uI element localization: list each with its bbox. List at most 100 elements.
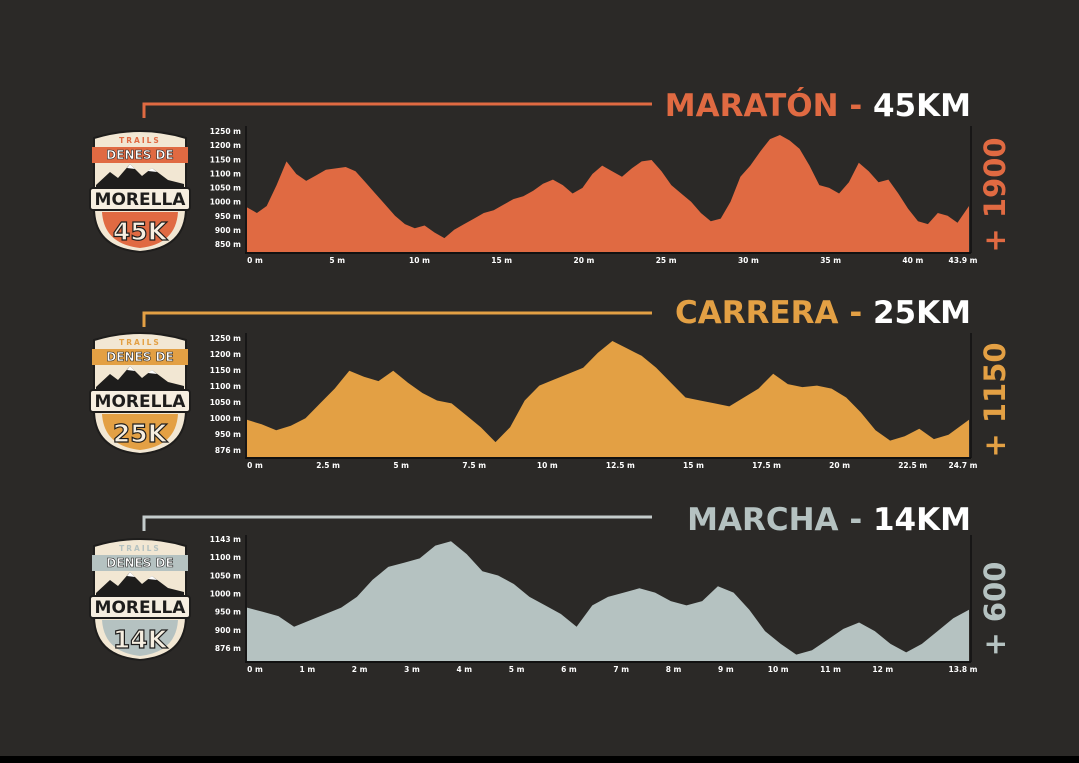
badge-top-text: TRAILS	[119, 544, 161, 553]
y-tick-label: 1150 m	[210, 155, 241, 164]
profile-panel-3: MARCHA - 14KM 1143 m 1100 m 1050 m 1000 m 950…	[89, 502, 1012, 674]
y-tick-label: 850 m	[215, 240, 241, 249]
title-connector-line	[142, 311, 652, 327]
x-tick-label: 10 m	[409, 256, 430, 265]
y-tick-label: 1050 m	[210, 571, 241, 580]
y-tick-label: 1100 m	[210, 169, 241, 178]
badge-distance: 14K	[113, 625, 169, 654]
badge-snow-caps	[127, 366, 157, 374]
x-tick-label: 24.7 m	[949, 461, 978, 470]
x-tick-label: 3 m	[404, 665, 420, 674]
profile-title: MARATÓN - 45KM	[665, 87, 971, 124]
elevation-gain: + 600	[978, 562, 1012, 657]
badge-bottom-fill	[102, 620, 178, 656]
badge-top-text: TRAILS	[119, 338, 161, 347]
badge-band	[92, 555, 188, 571]
title-connector-line	[142, 102, 652, 118]
profile-panel-1: MARATÓN - 45KM 1250 m 1200 m 1150 m 1100 m 10…	[89, 87, 1012, 265]
x-tick-label: 5 m	[509, 665, 525, 674]
y-tick-label: 1150 m	[210, 366, 241, 375]
y-tick-label: 876 m	[215, 644, 241, 653]
profile-title-distance: 45KM	[873, 88, 971, 124]
badge-distance: 45K	[113, 217, 169, 246]
race-badge-logo: TRAILS DENES DE MORELLA 45K	[89, 130, 191, 254]
y-tick-label: 1050 m	[210, 398, 241, 407]
y-tick-label: 1200 m	[210, 141, 241, 150]
profile-title: CARRERA - 25KM	[675, 295, 971, 331]
y-tick-label: 950 m	[215, 212, 241, 221]
badge-name-line2: MORELLA	[95, 598, 187, 618]
badge-top-text: TRAILS	[119, 136, 161, 145]
x-tick-label: 6 m	[561, 665, 577, 674]
x-tick-label: 5 m	[329, 256, 345, 265]
badge-ribbon	[89, 595, 191, 619]
race-badge-logo: TRAILS DENES DE MORELLA 14K	[89, 538, 191, 662]
x-tick-label: 17.5 m	[752, 461, 781, 470]
elevation-area	[247, 135, 969, 252]
y-tick-label: 1000 m	[210, 198, 241, 207]
y-tick-label: 1143 m	[210, 535, 241, 544]
y-tick-label: 1100 m	[210, 382, 241, 391]
x-tick-label: 2 m	[352, 665, 368, 674]
profile-title-distance: 25KM	[873, 295, 971, 331]
badge-ribbon	[89, 187, 191, 211]
x-tick-label: 2.5 m	[316, 461, 340, 470]
x-tick-label: 7 m	[613, 665, 629, 674]
y-tick-label: 876 m	[215, 446, 241, 455]
x-tick-label: 7.5 m	[462, 461, 486, 470]
x-tick-label: 13.8 m	[949, 665, 978, 674]
badge-band	[92, 349, 188, 365]
x-tick-label: 0 m	[247, 256, 263, 265]
profile-title-name: MARCHA	[687, 502, 838, 538]
race-badge-logo: TRAILS DENES DE MORELLA 25K	[89, 332, 191, 456]
y-tick-label: 1200 m	[210, 350, 241, 359]
x-tick-label: 11 m	[820, 665, 841, 674]
profile-title-distance: 14KM	[873, 502, 971, 538]
badge-band	[92, 147, 188, 163]
x-tick-label: 20 m	[573, 256, 594, 265]
x-tick-label: 12 m	[872, 665, 893, 674]
profile-panel-2: CARRERA - 25KM 1250 m 1200 m 1150 m 1100 m 10…	[89, 295, 1012, 470]
y-tick-label: 1250 m	[210, 127, 241, 136]
x-tick-label: 15 m	[491, 256, 512, 265]
profile-title-separator: -	[839, 295, 873, 331]
elevation-area	[247, 541, 969, 661]
badge-snow-caps	[127, 164, 157, 172]
badge-distance: 25K	[113, 419, 169, 448]
badge-name-line1: DENES DE	[106, 350, 173, 364]
x-tick-label: 4 m	[456, 665, 472, 674]
badge-ribbon	[89, 389, 191, 413]
x-tick-label: 10 m	[537, 461, 558, 470]
x-tick-label: 30 m	[738, 256, 759, 265]
elevation-gain: + 1150	[978, 342, 1012, 457]
x-tick-label: 5 m	[393, 461, 409, 470]
y-tick-label: 950 m	[215, 430, 241, 439]
badge-mountains	[96, 164, 184, 188]
x-tick-label: 35 m	[820, 256, 841, 265]
y-tick-label: 1050 m	[210, 184, 241, 193]
x-tick-label: 0 m	[247, 461, 263, 470]
x-tick-label: 1 m	[299, 665, 315, 674]
badge-name-line2: MORELLA	[95, 392, 187, 412]
elevation-gain: + 1900	[978, 137, 1012, 252]
badge-mountains	[96, 572, 184, 596]
badge-snow-caps	[127, 572, 157, 580]
badge-name-line1: DENES DE	[106, 556, 173, 570]
profile-title-separator: -	[839, 502, 873, 538]
x-tick-label: 12.5 m	[606, 461, 635, 470]
y-tick-label: 900 m	[215, 626, 241, 635]
y-tick-label: 1250 m	[210, 334, 241, 343]
y-tick-label: 1100 m	[210, 553, 241, 562]
y-tick-label: 900 m	[215, 226, 241, 235]
badge-mountains	[96, 366, 184, 390]
badge-name-line2: MORELLA	[95, 190, 187, 210]
badge-name-line1: DENES DE	[106, 148, 173, 162]
profile-title-name: CARRERA	[675, 295, 839, 331]
x-tick-label: 0 m	[247, 665, 263, 674]
title-connector-line	[142, 515, 652, 531]
x-tick-label: 15 m	[683, 461, 704, 470]
y-tick-label: 1000 m	[210, 590, 241, 599]
x-tick-label: 43.9 m	[949, 256, 978, 265]
elevation-area	[247, 341, 969, 457]
